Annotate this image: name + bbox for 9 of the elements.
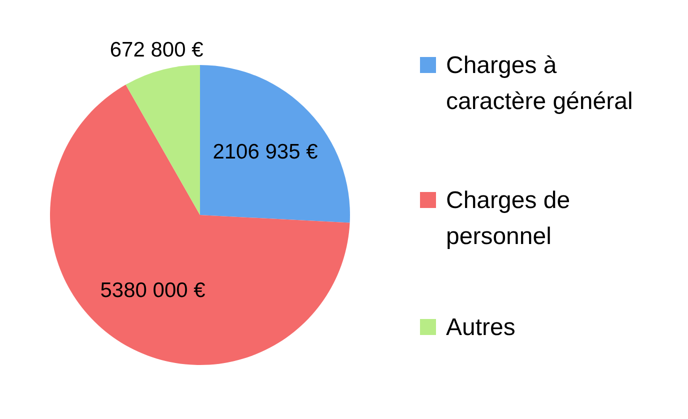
data-label: 2106 935 €: [212, 140, 318, 164]
legend-label: Charges à caractère général: [446, 52, 633, 115]
pie-slice: [200, 65, 350, 223]
pie-slice: [126, 65, 200, 215]
pie-slice: [50, 84, 350, 365]
data-label: 5380 000 €: [100, 279, 206, 302]
data-label: 672 800 €: [110, 38, 204, 62]
legend-label: Charges de personnel: [446, 187, 570, 250]
legend-label: Autres: [446, 314, 516, 341]
